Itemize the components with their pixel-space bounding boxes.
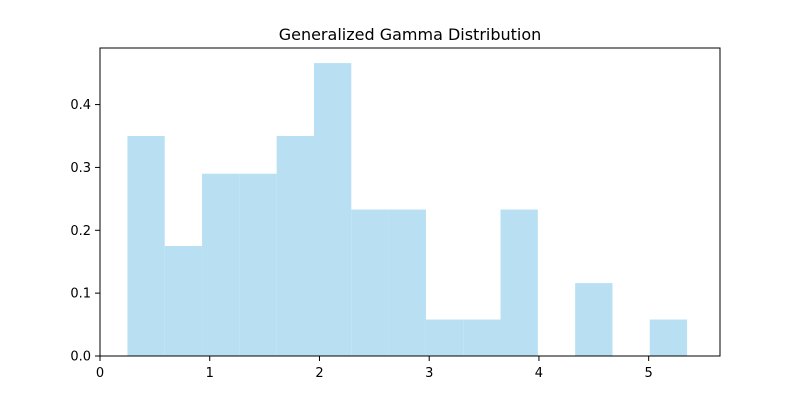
- histogram-bar: [313, 63, 352, 356]
- histogram-bar: [575, 283, 613, 356]
- y-axis: 0.0 0.1 0.2 0.3 0.4: [70, 98, 100, 365]
- x-tick-label: 3: [425, 366, 433, 381]
- histogram-bar: [500, 209, 538, 356]
- histogram-bar: [351, 209, 389, 356]
- y-tick-label: 0.3: [70, 161, 91, 176]
- histogram-bar: [239, 173, 277, 356]
- histogram-bar: [202, 173, 240, 356]
- x-tick-label: 2: [315, 366, 323, 381]
- histogram-bar: [649, 319, 688, 356]
- x-axis: 0 1 2 3 4 5: [96, 356, 653, 381]
- histogram-bar: [463, 319, 501, 356]
- histogram-bar: [425, 319, 464, 356]
- histogram-bar: [276, 136, 314, 356]
- x-tick-label: 0: [96, 366, 104, 381]
- plot-frame: [99, 47, 721, 357]
- x-tick-label: 5: [645, 366, 653, 381]
- histogram-bar: [164, 246, 203, 356]
- y-tick-label: 0.4: [70, 98, 91, 113]
- histogram-bar: [388, 209, 426, 356]
- chart-title: Generalized Gamma Distribution: [279, 25, 542, 44]
- y-tick-label: 0.2: [70, 224, 91, 239]
- x-tick-label: 4: [535, 366, 543, 381]
- x-tick-label: 1: [206, 366, 214, 381]
- histogram-bar: [127, 136, 165, 356]
- y-tick-label: 0.0: [70, 350, 91, 365]
- y-tick-label: 0.1: [70, 287, 91, 302]
- bars-group: [127, 63, 688, 356]
